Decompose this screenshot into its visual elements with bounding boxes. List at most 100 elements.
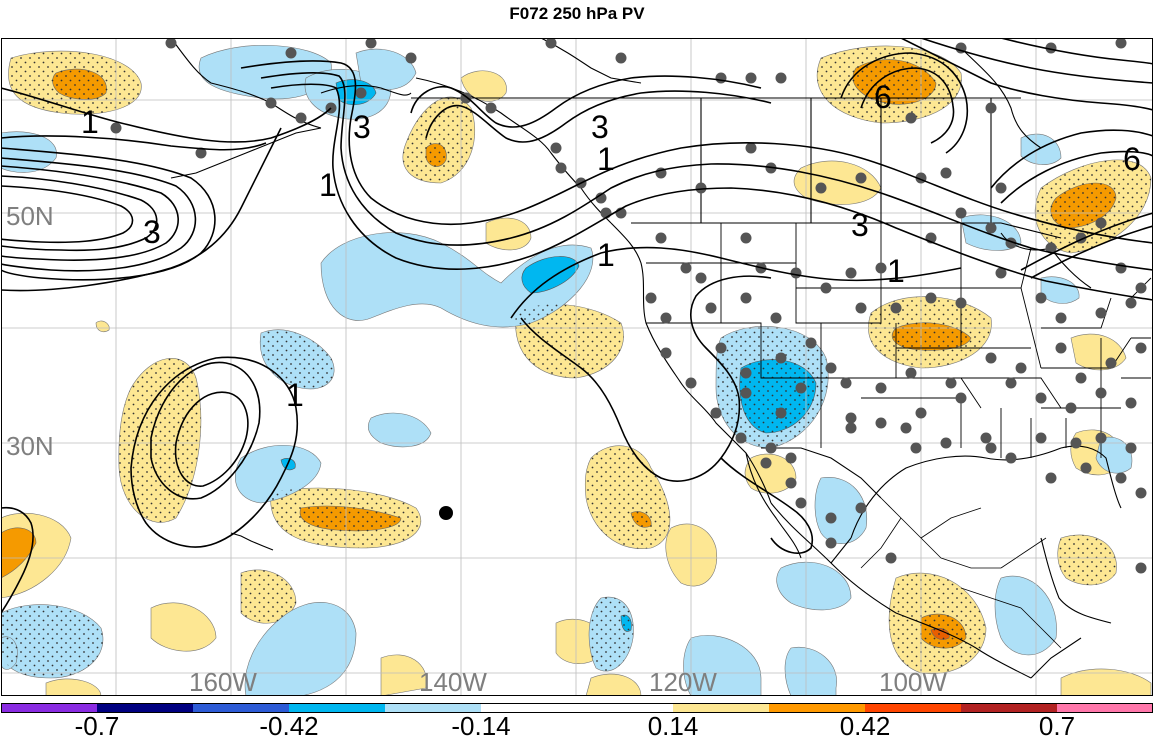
map-panel: 1 1 1 1 1 1 3 3 3 3 6 6 50N 30N 160W 140…: [1, 38, 1153, 696]
chart-title: F072 250 hPa PV: [509, 4, 645, 23]
station-dot: [1065, 402, 1077, 414]
pv-contours: [1, 38, 1153, 614]
station-dot: [715, 342, 727, 354]
station-dot: [1055, 342, 1067, 354]
colorbar-labels: -0.7 -0.42 -0.14 0.14 0.42 0.7: [0, 713, 1154, 739]
negative-anomaly-region: [814, 477, 868, 544]
pv-contour: [130, 356, 299, 548]
station-dot: [740, 232, 752, 244]
station-dot: [680, 262, 692, 274]
pv-contour: [1, 157, 197, 272]
station-dot: [940, 167, 952, 179]
negative-anomaly-region: [683, 635, 762, 696]
station-dot: [820, 282, 832, 294]
border: [830, 537, 852, 564]
station-dot: [825, 512, 837, 524]
coastline: [610, 222, 772, 504]
colorbar-cell: [865, 703, 962, 713]
station-dot: [855, 502, 867, 514]
station-dot: [1080, 462, 1092, 474]
contour-label: 3: [851, 207, 869, 243]
station-dot: [845, 412, 857, 424]
pv-contour: [410, 75, 762, 128]
contour-label: 6: [1123, 141, 1141, 177]
station-dot: [615, 52, 627, 64]
contour-label: 1: [319, 167, 337, 203]
station-dot: [545, 38, 557, 49]
negative-anomaly-region: [994, 575, 1057, 656]
station-dot: [845, 267, 857, 279]
station-dot: [745, 72, 757, 84]
map-border: [1, 38, 1153, 696]
station-dot: [980, 432, 992, 444]
station-dot: [660, 312, 672, 324]
station-dot: [825, 362, 837, 374]
station-dot: [405, 52, 417, 64]
station-dot: [1095, 387, 1107, 399]
station-dot: [1055, 312, 1067, 324]
pv-contour: [1000, 150, 1153, 204]
station-dot: [1035, 292, 1047, 304]
graticule-labels: 50N 30N 160W 140W 120W 100W: [6, 201, 947, 696]
positive-anomaly-region: [150, 602, 217, 652]
colorbar-cell: [577, 703, 674, 713]
pv-contour: [1, 135, 267, 151]
negative-anomaly-region: [1095, 436, 1133, 474]
station-dot: [285, 47, 297, 59]
mexico-state-boundaries: [860, 497, 1062, 649]
pv-contour: [1, 165, 179, 261]
colorbar-tick-label: -0.7: [74, 711, 120, 741]
coastline: [170, 38, 322, 129]
station-dot: [715, 72, 727, 84]
lon-label-160w: 160W: [189, 667, 257, 696]
station-dot: [695, 272, 707, 284]
station-dot: [1035, 432, 1047, 444]
station-dot: [485, 102, 497, 114]
station-dot: [705, 302, 717, 314]
lon-label-120w: 120W: [649, 667, 717, 696]
colorbar-tick-label: 0.42: [839, 711, 891, 741]
coastline: [850, 447, 1062, 539]
negative-anomaly-region: [784, 646, 837, 696]
station-dot: [1135, 562, 1147, 574]
station-dot: [1115, 38, 1127, 49]
positive-anomaly-region: [1070, 333, 1127, 371]
contour-label: 3: [143, 214, 161, 250]
station-dot: [685, 377, 697, 389]
contour-label: 3: [591, 109, 609, 145]
colorbar-tick-label: 0.14: [647, 711, 699, 741]
station-dot: [745, 142, 757, 154]
colorbar-cell: [481, 703, 578, 713]
station-dot: [765, 442, 777, 454]
pv-contour: [990, 129, 1153, 189]
station-dot: [1115, 472, 1127, 484]
station-dot: [1045, 42, 1057, 54]
contour-label: 6: [874, 79, 892, 115]
station-dot: [555, 162, 567, 174]
pv-contour: [174, 391, 249, 487]
station-dot: [1070, 437, 1082, 449]
station-dot: [1125, 442, 1137, 454]
station-dot: [1075, 372, 1087, 384]
colorbar-cell: [673, 703, 770, 713]
station-dot: [265, 97, 277, 109]
station-dot: [905, 112, 917, 124]
pv-contour: [240, 60, 1153, 244]
station-dot: [1115, 262, 1127, 274]
station-dot: [785, 477, 797, 489]
station-dot: [940, 437, 952, 449]
station-dot: [890, 302, 902, 314]
pv-contour: [1, 175, 158, 252]
lon-label-140w: 140W: [419, 667, 487, 696]
station-dot: [775, 407, 787, 419]
lat-label-30n: 30N: [6, 431, 54, 461]
pv-contour: [840, 52, 969, 154]
pv-contour: [860, 67, 955, 144]
station-dot: [955, 297, 967, 309]
station-dot: [1045, 242, 1057, 254]
marker-dot: [439, 506, 453, 520]
station-dot: [840, 377, 852, 389]
station-dot: [1105, 357, 1117, 369]
colorbar-cell: [193, 703, 290, 713]
colorbar-cell: [1, 703, 98, 713]
